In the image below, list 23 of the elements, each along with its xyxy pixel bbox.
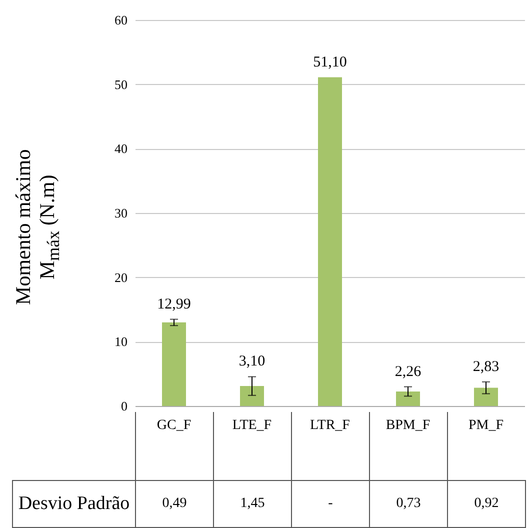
- data-label: 51,10: [313, 54, 347, 70]
- text: 0,73: [370, 480, 448, 528]
- text: 0,49: [136, 480, 214, 528]
- y-tick-label: 50: [114, 76, 128, 92]
- data-label: 12,99: [157, 296, 191, 312]
- text: Desvio Padrão: [12, 480, 136, 528]
- x-tick-label: LTE_F: [231, 418, 273, 434]
- x-tick-label: GC_F: [156, 418, 192, 434]
- y-tick-label: 60: [114, 12, 128, 28]
- text: 0,92: [448, 480, 526, 528]
- x-tick-label: LTR_F: [309, 418, 351, 434]
- data-label: 3,10: [238, 354, 266, 370]
- y-tick-label: 40: [114, 141, 128, 156]
- y-tick-label: 30: [114, 206, 128, 220]
- text: 1,45: [214, 480, 292, 528]
- data-label: 2,83: [472, 358, 500, 375]
- data-label: 2,26: [394, 364, 422, 380]
- y-tick-label: 10: [114, 334, 128, 350]
- text: -: [292, 480, 370, 528]
- x-tick-label: BPM_F: [384, 418, 432, 434]
- y-tick-label: 20: [114, 270, 128, 285]
- y-tick-label: 0: [121, 398, 128, 414]
- x-tick-label: PM_F: [467, 418, 505, 434]
